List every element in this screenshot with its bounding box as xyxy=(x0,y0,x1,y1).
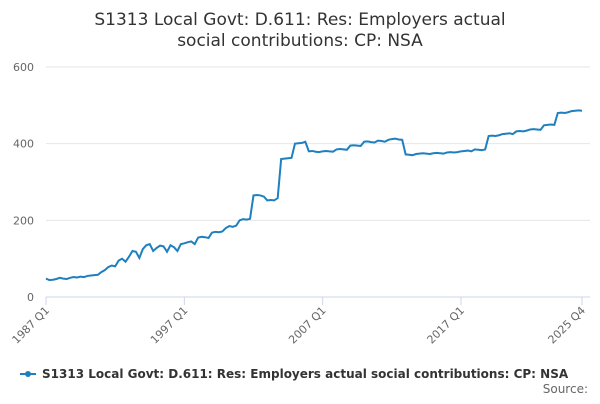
x-tick-label: 1997 Q1 xyxy=(148,304,191,347)
x-tick-label: 2007 Q1 xyxy=(286,304,329,347)
y-tick-label: 200 xyxy=(13,214,34,227)
legend-marker xyxy=(25,371,31,377)
x-tick-label: 1987 Q1 xyxy=(10,304,53,347)
chart-title: S1313 Local Govt: D.611: Res: Employers … xyxy=(94,10,505,51)
x-tick-label: 2025 Q4 xyxy=(546,304,589,347)
y-tick-label: 400 xyxy=(13,138,34,151)
y-tick-label: 600 xyxy=(13,61,34,74)
legend-label: S1313 Local Govt: D.611: Res: Employers … xyxy=(42,367,569,381)
line xyxy=(45,109,583,282)
x-tick-label: 2017 Q1 xyxy=(425,304,468,347)
y-tick-label: 0 xyxy=(27,291,34,304)
source: Source: xyxy=(543,382,588,396)
